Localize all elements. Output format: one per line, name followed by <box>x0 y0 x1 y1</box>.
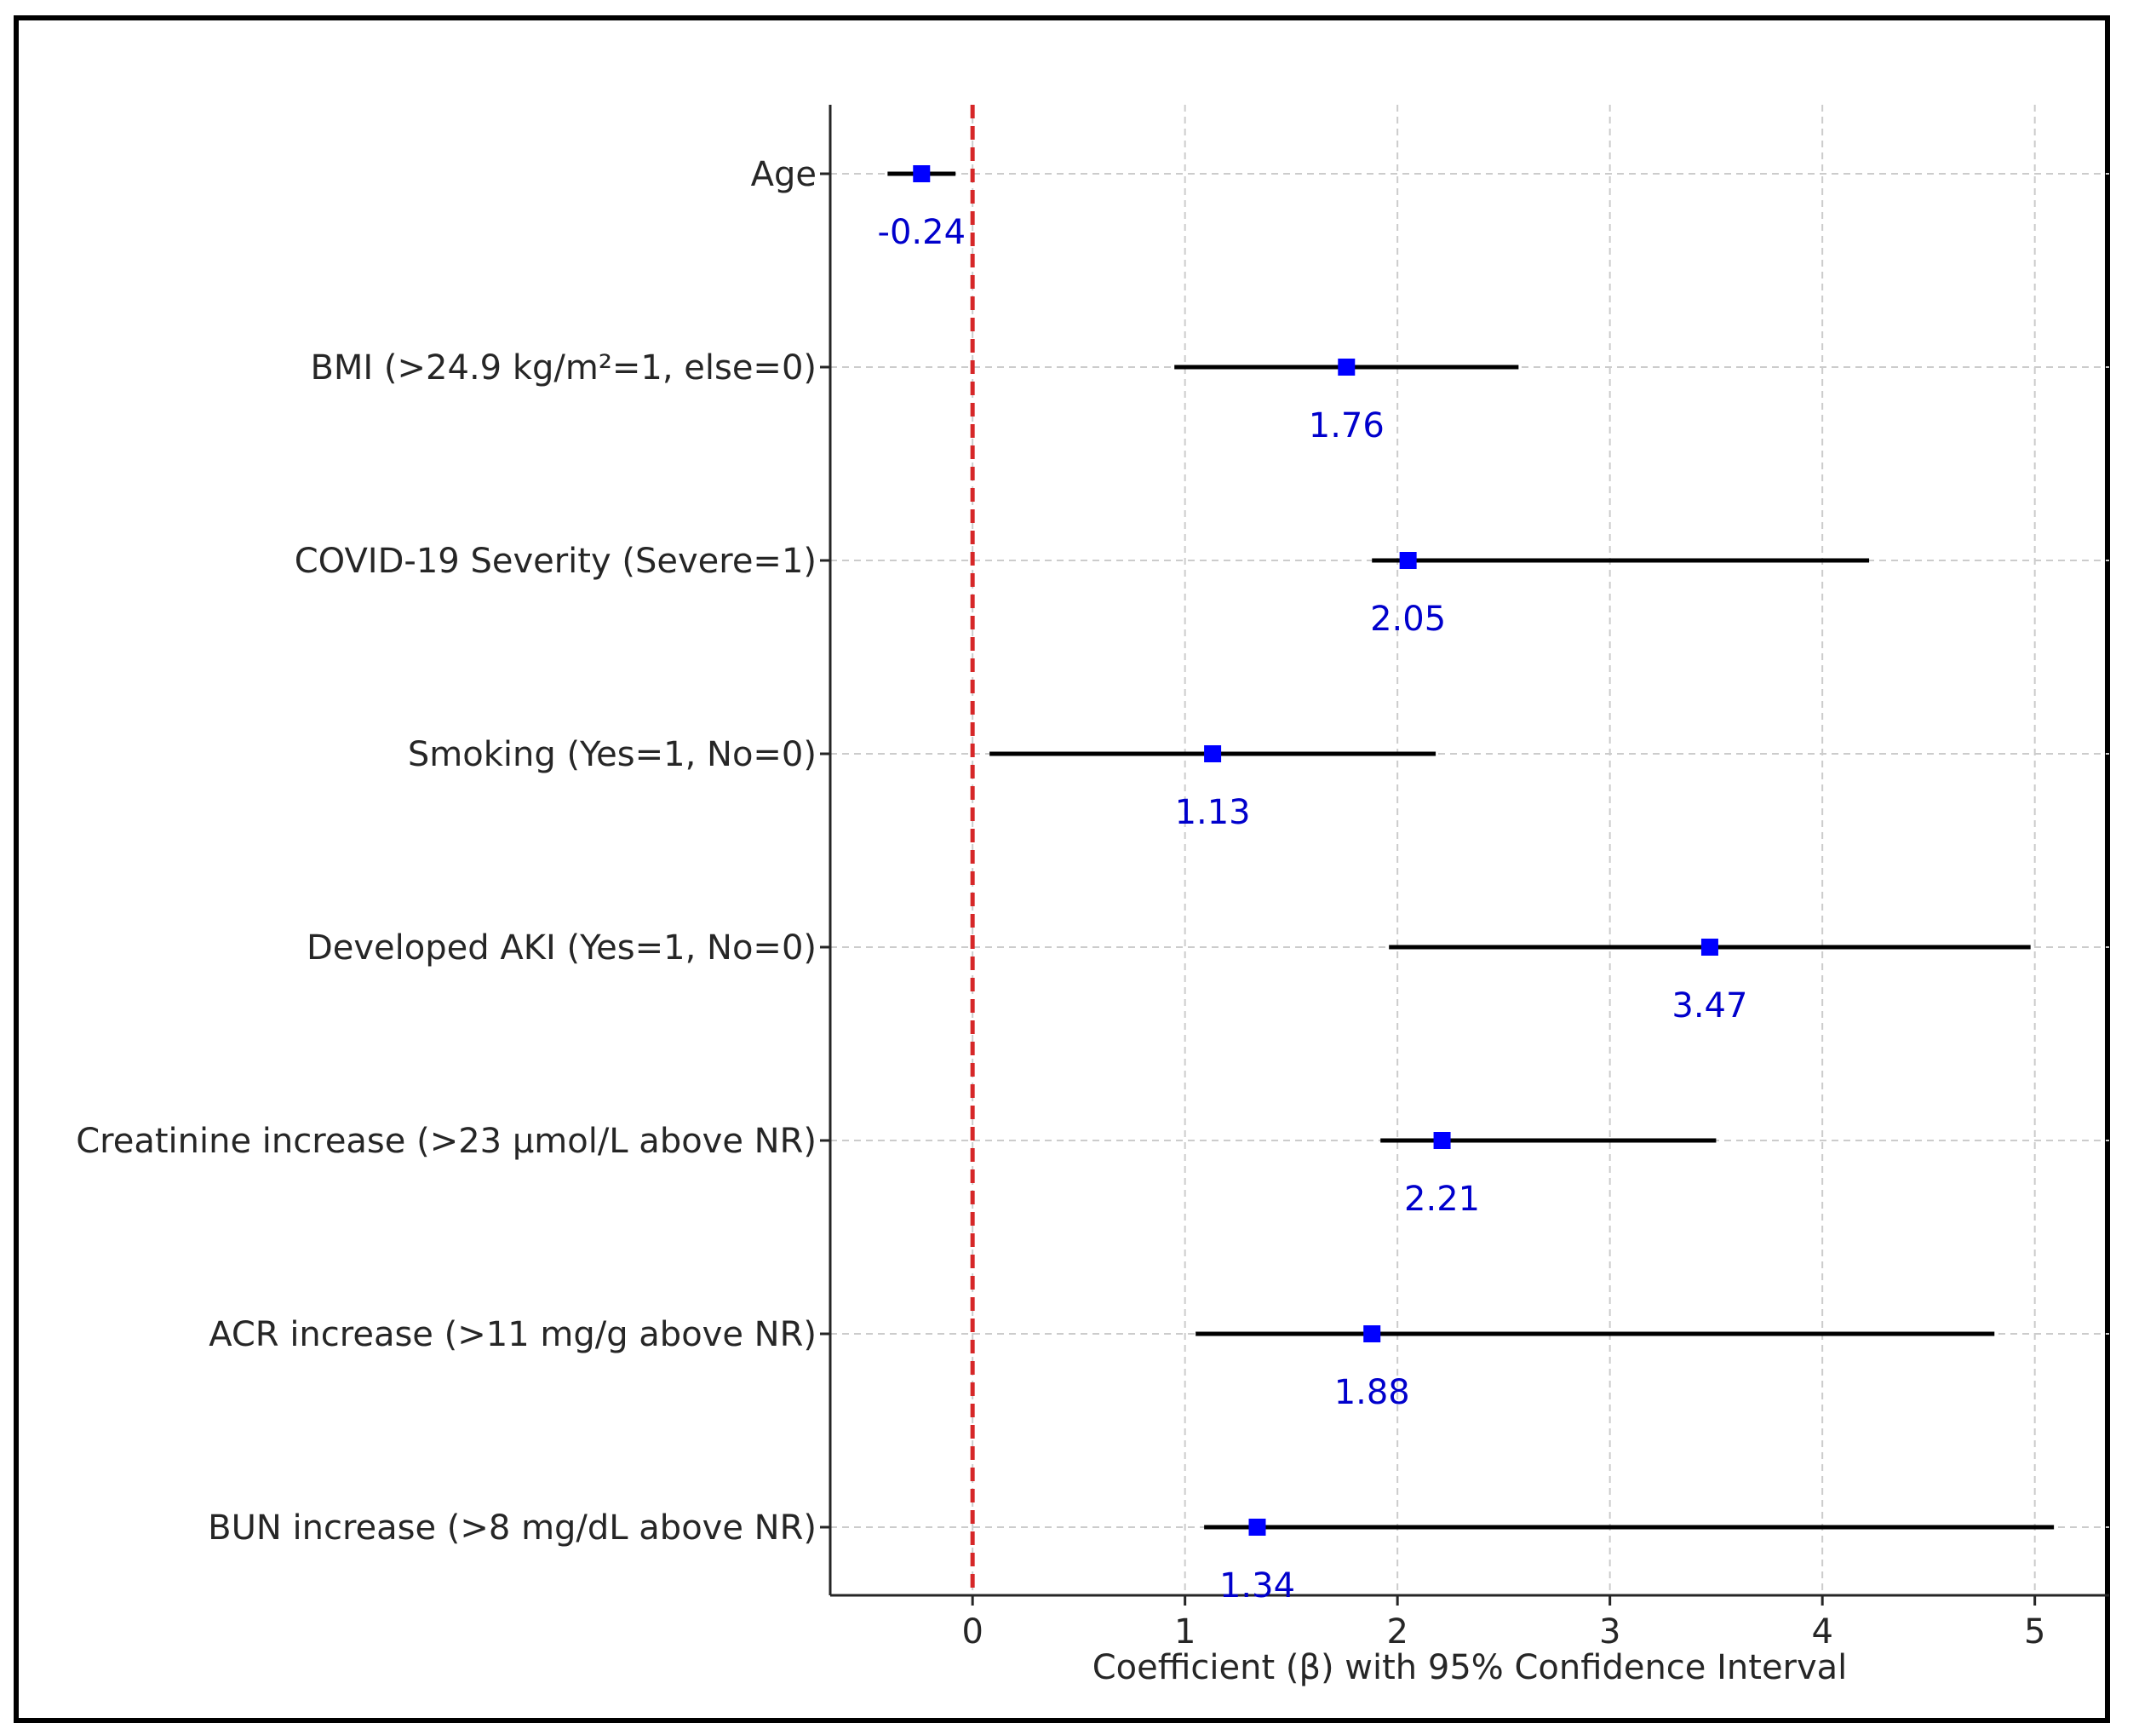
estimate-label: 1.34 <box>1219 1566 1295 1606</box>
point-estimate <box>1248 1519 1266 1536</box>
category-label: Age <box>751 155 817 194</box>
point-estimate <box>1363 1325 1381 1342</box>
point-layer <box>913 165 1718 1536</box>
category-label: Developed AKI (Yes=1, No=0) <box>307 928 817 968</box>
point-estimate <box>1700 939 1718 956</box>
axis-layer <box>820 105 2109 1606</box>
estimate-label: -0.24 <box>878 213 966 252</box>
x-tick-label: 5 <box>2024 1612 2045 1652</box>
estimate-label: 1.76 <box>1309 406 1385 445</box>
estimate-label: 3.47 <box>1671 986 1747 1025</box>
estimate-label: 1.13 <box>1175 793 1251 832</box>
category-label: Creatinine increase (>23 μmol/L above NR… <box>76 1122 817 1161</box>
point-estimate <box>1338 359 1356 376</box>
point-estimate <box>1204 745 1222 762</box>
x-tick-label: 2 <box>1386 1612 1408 1652</box>
point-estimate <box>913 165 931 182</box>
label-layer: 0 1 2 3 4 5 Age BMI (>24.9 kg/m²=1, else=0) COVI… <box>76 155 2045 1652</box>
estimate-label: 2.21 <box>1404 1180 1480 1219</box>
x-tick-label: 3 <box>1599 1612 1620 1652</box>
figure-border <box>14 15 2110 1723</box>
estimate-label: 2.05 <box>1370 600 1446 639</box>
category-label: BMI (>24.9 kg/m²=1, else=0) <box>310 348 817 388</box>
category-label: Smoking (Yes=1, No=0) <box>408 735 817 774</box>
category-label: BUN increase (>8 mg/dL above NR) <box>208 1508 817 1548</box>
grid-layer <box>830 105 2109 1595</box>
estimate-label: 1.88 <box>1334 1373 1410 1412</box>
x-axis-title: Coefficient (β) with 95% Confidence Inte… <box>1092 1648 1848 1687</box>
point-estimate <box>1433 1132 1451 1149</box>
x-tick-label: 4 <box>1811 1612 1832 1652</box>
category-label: COVID-19 Severity (Severe=1) <box>295 542 817 581</box>
x-tick-label: 1 <box>1174 1612 1196 1652</box>
x-tick-label: 0 <box>961 1612 983 1652</box>
category-label: ACR increase (>11 mg/g above NR) <box>209 1315 817 1354</box>
point-estimate <box>1399 552 1417 569</box>
